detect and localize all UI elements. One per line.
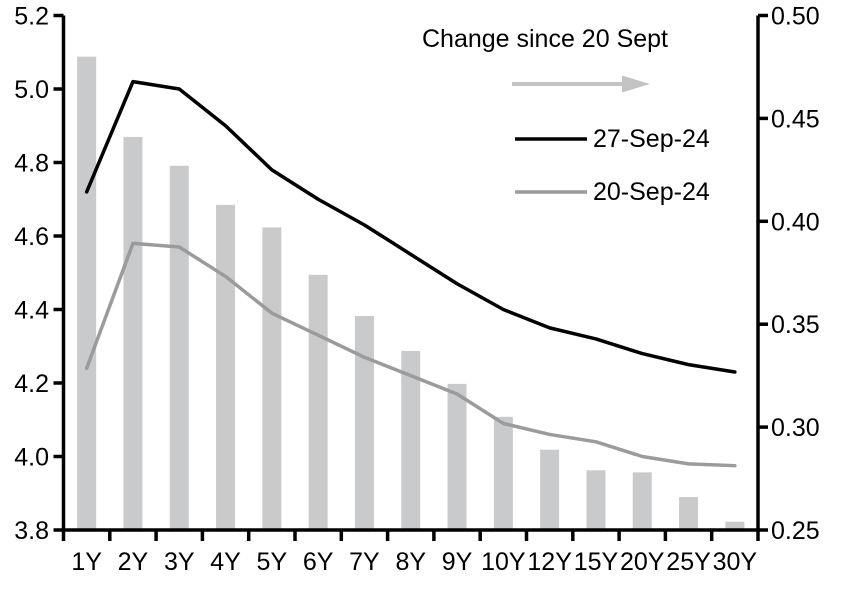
x-axis-label-6Y: 6Y: [303, 548, 334, 576]
left-axis-label: 4.6: [14, 223, 49, 251]
x-axis-label-20Y: 20Y: [620, 548, 665, 576]
legend-label-20sep: 20-Sep-24: [593, 178, 710, 206]
legend-entry-20sep: 20-Sep-24: [515, 178, 710, 206]
x-axis-label-25Y: 25Y: [666, 548, 711, 576]
left-axis-label: 4.2: [14, 370, 49, 398]
bar-20Y: [632, 472, 652, 530]
x-axis-label-8Y: 8Y: [395, 548, 426, 576]
right-axis-label: 0.45: [771, 105, 820, 133]
x-axis-label-3Y: 3Y: [164, 548, 195, 576]
right-axis-label: 0.40: [771, 208, 820, 236]
bar-25Y: [679, 497, 699, 530]
line-27-Sep-24: [84, 79, 737, 374]
left-axis-label: 3.8: [14, 517, 49, 545]
bar-15Y: [586, 470, 606, 530]
legend-entry-27sep: 27-Sep-24: [515, 125, 710, 153]
x-axis-label-2Y: 2Y: [118, 548, 149, 576]
left-axis-label: 5.2: [14, 3, 49, 31]
right-axis-label: 0.30: [771, 414, 820, 442]
x-axis-label-30Y: 30Y: [713, 548, 758, 576]
bar-6Y: [308, 274, 328, 530]
bar-7Y: [354, 315, 374, 530]
legend-title: Change since 20 Sept: [422, 25, 668, 53]
bar-1Y: [77, 56, 97, 530]
x-axis-label-12Y: 12Y: [527, 548, 572, 576]
bar-10Y: [493, 416, 513, 530]
bar-12Y: [540, 449, 560, 530]
bar-series-group: [77, 56, 745, 530]
line-series-group: [84, 79, 737, 468]
bar-3Y: [169, 165, 189, 530]
right-axis-label: 0.50: [771, 3, 820, 31]
x-axis-label-5Y: 5Y: [257, 548, 288, 576]
right-arrow-icon: [512, 75, 650, 93]
bar-4Y: [216, 204, 236, 530]
right-axis-label: 0.35: [771, 311, 820, 339]
x-axis-label-4Y: 4Y: [210, 548, 241, 576]
tick-labels-group: 5.2 5.0 4.8 4.6 4.4 4.2 4.0 3.8 0.50 0.45 0.40 0.35…: [14, 3, 819, 577]
x-axis-label-9Y: 9Y: [442, 548, 473, 576]
legend: Change since 20 Sept 27-Sep-24 20-Sep-24: [422, 25, 710, 206]
bar-30Y: [725, 521, 745, 530]
x-axis-label-15Y: 15Y: [574, 548, 619, 576]
right-axis-label: 0.25: [771, 517, 820, 545]
x-axis-label-10Y: 10Y: [481, 548, 526, 576]
left-axis-label: 4.4: [14, 297, 49, 325]
x-axis-label-1Y: 1Y: [71, 548, 102, 576]
bar-5Y: [262, 227, 282, 530]
legend-label-27sep: 27-Sep-24: [593, 125, 710, 153]
left-axis-label: 5.0: [14, 76, 49, 104]
bar-2Y: [123, 136, 143, 530]
line-20-Sep-24: [84, 241, 737, 468]
left-axis-label: 4.0: [14, 444, 49, 472]
x-axis-label-7Y: 7Y: [349, 548, 380, 576]
bar-8Y: [401, 350, 421, 530]
axes-group: [53, 13, 768, 541]
bar-9Y: [447, 383, 467, 530]
left-axis-label: 4.8: [14, 150, 49, 178]
